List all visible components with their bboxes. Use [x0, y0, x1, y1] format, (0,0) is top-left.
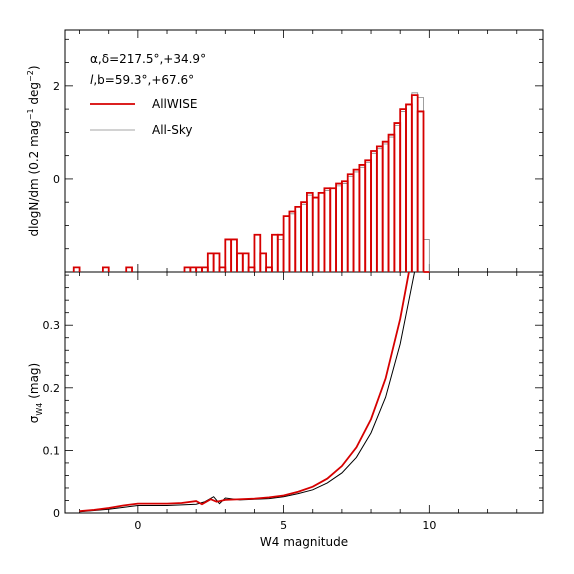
- x-tick-label: 5: [280, 519, 287, 532]
- bottom-panel-ticks: 0 5 10 0 0.1 0.2 0.3: [43, 272, 543, 532]
- bottom-panel-frame: [64, 271, 544, 514]
- x-tick-label: 0: [134, 519, 141, 532]
- histogram-bin: [241, 252, 250, 272]
- curve-allsky: [79, 272, 416, 513]
- top-panel-ylabel: dlogN/dm (0.2 mag−1 deg−2): [26, 65, 41, 236]
- top-panel-frame: [64, 29, 544, 273]
- x-axis-label: W4 magnitude: [260, 535, 348, 549]
- x-tick-label: 10: [422, 519, 436, 532]
- y-tick-label-top: 2: [53, 80, 60, 93]
- y-tick-label-bottom: 0: [53, 507, 60, 520]
- histogram-bin: [259, 252, 268, 272]
- top-panel-ticks: 02: [53, 30, 543, 273]
- bottom-panel-series: [79, 272, 416, 513]
- coordinates-annotation-line2: l,b=59.3°,+67.6°: [90, 73, 194, 87]
- histogram-bin: [212, 252, 221, 272]
- histogram-bin: [416, 110, 425, 272]
- legend-allwise-label: AllWISE: [152, 97, 197, 111]
- coordinates-annotation-line1: α,δ=217.5°,+34.9°: [90, 52, 206, 66]
- histogram-bin: [101, 266, 110, 272]
- y-tick-label-bottom: 0.3: [43, 319, 61, 332]
- histogram-allwise: [72, 94, 430, 273]
- top-panel-series: [72, 92, 430, 273]
- histogram-bin: [72, 266, 81, 272]
- y-tick-label-bottom: 0.1: [43, 444, 61, 457]
- y-tick-label-top: 0: [53, 173, 60, 186]
- curve-allwise: [79, 272, 410, 513]
- histogram-bin: [125, 266, 133, 272]
- legend-allsky-label: All-Sky: [152, 123, 192, 137]
- y-tick-label-bottom: 0.2: [43, 382, 61, 395]
- bottom-panel-ylabel: σW4 (mag): [27, 363, 44, 423]
